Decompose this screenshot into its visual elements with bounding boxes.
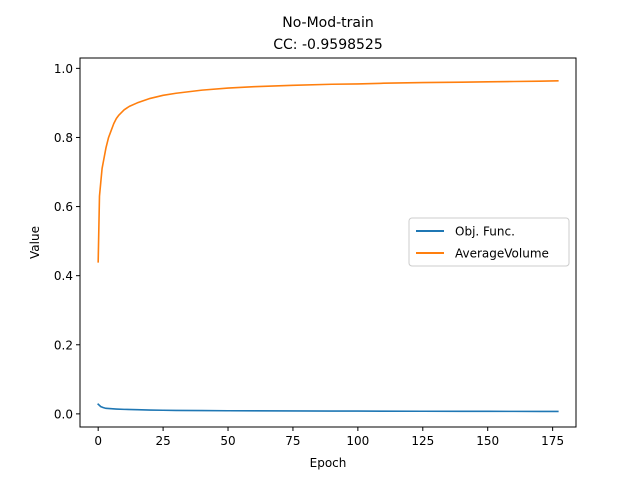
legend-label-average-volume: AverageVolume bbox=[455, 247, 549, 261]
chart-title: No-Mod-train bbox=[282, 15, 374, 31]
series-line-obj-func bbox=[97, 403, 559, 413]
legend-box bbox=[408, 217, 570, 267]
y-tick-label: 0.0 bbox=[54, 407, 73, 421]
x-axis: 0 25 50 75 100 125 150 175 bbox=[94, 427, 564, 448]
series-line-averagevolume bbox=[97, 79, 559, 263]
x-tick-label: 0 bbox=[94, 434, 102, 448]
legend-label-obj-func: Obj. Func. bbox=[455, 225, 515, 239]
y-tick-label: 0.4 bbox=[54, 269, 73, 283]
x-tick-label: 75 bbox=[285, 434, 300, 448]
x-tick-label: 25 bbox=[155, 434, 170, 448]
x-axis-label: Epoch bbox=[310, 456, 347, 470]
y-tick-label: 1.0 bbox=[54, 62, 73, 76]
x-tick-label: 175 bbox=[541, 434, 564, 448]
x-tick-label: 150 bbox=[476, 434, 499, 448]
y-tick-label: 0.2 bbox=[54, 338, 73, 352]
y-tick-label: 0.8 bbox=[54, 131, 73, 145]
x-tick-label: 125 bbox=[411, 434, 434, 448]
chart-subtitle: CC: -0.9598525 bbox=[273, 37, 382, 53]
y-tick-label: 0.6 bbox=[54, 200, 73, 214]
legend: Obj. Func. AverageVolume bbox=[408, 217, 570, 267]
y-axis-label: Value bbox=[28, 226, 42, 259]
x-tick-label: 50 bbox=[220, 434, 235, 448]
x-tick-label: 100 bbox=[346, 434, 369, 448]
plot-area-frame bbox=[79, 57, 577, 428]
series-layer bbox=[97, 79, 559, 413]
y-axis: 0.0 0.2 0.4 0.6 0.8 1.0 bbox=[54, 62, 80, 421]
